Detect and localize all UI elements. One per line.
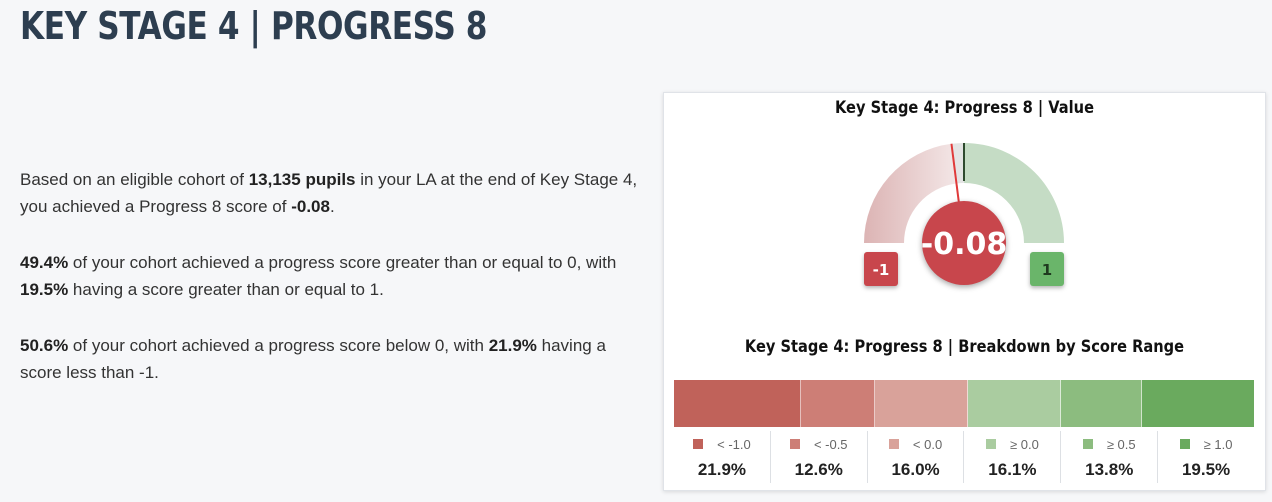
bar-segment — [801, 380, 875, 427]
pct-below-minus-one: 21.9% — [488, 336, 537, 355]
gauge-title: Key Stage 4: Progress 8 | Value — [834, 98, 1095, 118]
legend-item: ≥ 0.5 13.8% — [1061, 431, 1159, 483]
legend-item: ≥ 1.0 19.5% — [1158, 431, 1254, 483]
legend-key: ≥ 1.0 — [1158, 436, 1254, 452]
legend-percentage: 21.9% — [697, 460, 747, 479]
breakdown-title: Key Stage 4: Progress 8 | Breakdown by S… — [744, 337, 1185, 357]
gauge-max-badge — [1030, 252, 1064, 286]
legend-swatch — [888, 439, 899, 449]
legend-swatch — [985, 439, 996, 449]
legend-label: ≥ 0.0 — [1009, 436, 1039, 452]
legend-percentage: 12.6% — [794, 460, 843, 479]
progress8-score: -0.08 — [291, 197, 330, 216]
summary-negative-paragraph: 50.6% of your cohort achieved a progress… — [20, 336, 606, 382]
legend-label: < -0.5 — [813, 436, 848, 452]
gauge-negative-arc — [864, 143, 957, 243]
gauge-value-label: -0.08 — [921, 227, 1007, 262]
legend-label: ≥ 0.5 — [1106, 436, 1136, 452]
legend-swatch — [693, 439, 704, 449]
gauge-needle — [950, 143, 960, 204]
legend-label: ≥ 1.0 — [1203, 436, 1233, 452]
legend-percentage: 13.8% — [1085, 460, 1134, 479]
legend-key: < -0.5 — [771, 436, 867, 452]
legend-key: ≥ 0.5 — [1061, 436, 1157, 452]
gauge-positive-arc — [964, 143, 1064, 243]
legend-percentage: 19.5% — [1181, 460, 1231, 479]
gauge-max-label: 1 — [1042, 261, 1052, 279]
legend-swatch — [1179, 439, 1190, 449]
progress8-card: Key Stage 4: Progress 8 | Value -0.08 -1 1… — [663, 92, 1266, 491]
legend-item: < -1.0 21.9% — [674, 431, 771, 483]
summary-positive-paragraph: 49.4% of your cohort achieved a progress… — [20, 253, 617, 299]
legend-key: < -1.0 — [674, 436, 770, 452]
progress8-gauge: -0.08 -1 1 — [864, 143, 1064, 286]
gauge-value-circle — [922, 201, 1006, 285]
legend-item: < -0.5 12.6% — [771, 431, 868, 483]
bar-segment — [967, 380, 1062, 427]
legend-percentage: 16.1% — [988, 460, 1037, 479]
bar-segment — [874, 380, 968, 427]
legend-swatch — [1082, 439, 1093, 449]
summary-text: Based on an eligible cohort of 13,135 pu… — [20, 166, 640, 415]
pct-at-or-above-zero: 49.4% — [20, 253, 69, 272]
bar-segment — [1061, 380, 1142, 427]
bar-segment — [674, 380, 802, 427]
pct-below-zero: 50.6% — [20, 336, 69, 355]
cohort-size: 13,135 pupils — [248, 170, 356, 189]
legend-item: ≥ 0.0 16.1% — [964, 431, 1062, 483]
legend-swatch — [789, 439, 800, 449]
breakdown-stacked-bar — [674, 380, 1254, 427]
legend-label: < 0.0 — [912, 436, 943, 452]
pct-at-or-above-one: 19.5% — [20, 280, 69, 299]
legend-label: < -1.0 — [717, 436, 751, 452]
gauge-min-badge — [864, 252, 898, 286]
legend-key: < 0.0 — [868, 436, 964, 452]
legend-key: ≥ 0.0 — [964, 436, 1060, 452]
legend-item: < 0.0 16.0% — [868, 431, 965, 483]
gauge-gap-arc — [951, 143, 964, 184]
summary-cohort-paragraph: Based on an eligible cohort of 13,135 pu… — [20, 170, 638, 216]
breakdown-legend: < -1.0 21.9% < -0.5 12.6% < 0.0 16.0% ≥ 0.0 16.… — [674, 431, 1254, 483]
gauge-min-label: -1 — [873, 261, 890, 279]
legend-percentage: 16.0% — [891, 460, 940, 479]
page-title: KEY STAGE 4 | PROGRESS 8 — [20, 4, 488, 48]
bar-segment — [1141, 380, 1254, 427]
